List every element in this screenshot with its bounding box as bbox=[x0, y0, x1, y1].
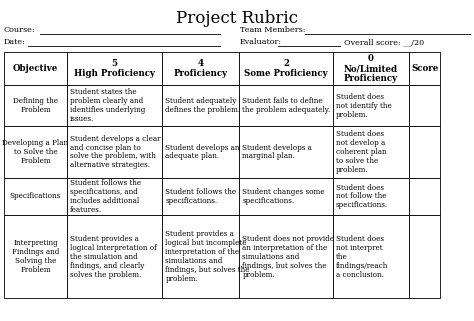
Bar bbox=[67, 126, 163, 178]
Text: Student adequately
defines the problem.: Student adequately defines the problem. bbox=[165, 97, 241, 114]
Bar bbox=[410, 52, 440, 85]
Text: Student develops an
adequate plan.: Student develops an adequate plan. bbox=[165, 143, 240, 160]
Text: Specifications: Specifications bbox=[10, 192, 61, 200]
Text: 4
Proficiency: 4 Proficiency bbox=[174, 59, 228, 78]
Bar bbox=[4, 178, 67, 215]
Bar bbox=[410, 126, 440, 178]
Bar bbox=[4, 52, 67, 85]
Text: 0
No/Limited
Proficiency: 0 No/Limited Proficiency bbox=[344, 54, 398, 83]
Bar bbox=[239, 215, 333, 299]
Bar bbox=[4, 126, 67, 178]
Bar bbox=[333, 85, 410, 126]
Bar bbox=[333, 52, 410, 85]
Bar bbox=[4, 85, 67, 126]
Bar bbox=[163, 178, 239, 215]
Bar bbox=[239, 85, 333, 126]
Text: Project Rubric: Project Rubric bbox=[176, 10, 298, 27]
Bar bbox=[333, 126, 410, 178]
Text: Student does
not identify the
problem.: Student does not identify the problem. bbox=[336, 93, 391, 118]
Bar bbox=[239, 126, 333, 178]
Text: Student does
not follow the
specifications.: Student does not follow the specificatio… bbox=[336, 184, 388, 209]
Text: Student follows the
specifications.: Student follows the specifications. bbox=[165, 188, 237, 205]
Text: Student develops a clear
and concise plan to
solve the problem, with
alternative: Student develops a clear and concise pla… bbox=[70, 135, 160, 169]
Text: Objective: Objective bbox=[13, 64, 58, 73]
Bar bbox=[410, 85, 440, 126]
Text: Student changes some
specifications.: Student changes some specifications. bbox=[242, 188, 325, 205]
Text: Date:: Date: bbox=[4, 38, 26, 46]
Bar bbox=[4, 215, 67, 299]
Text: 2
Some Proficiency: 2 Some Proficiency bbox=[244, 59, 328, 78]
Bar bbox=[67, 215, 163, 299]
Text: Student does
not develop a
coherent plan
to solve the
problem.: Student does not develop a coherent plan… bbox=[336, 130, 386, 174]
Text: Defining the
Problem: Defining the Problem bbox=[13, 97, 58, 114]
Text: Student states the
problem clearly and
identifies underlying
issues.: Student states the problem clearly and i… bbox=[70, 88, 146, 123]
Text: Overall score: __/20: Overall score: __/20 bbox=[344, 38, 424, 46]
Bar bbox=[67, 52, 163, 85]
Bar bbox=[163, 215, 239, 299]
Bar bbox=[410, 215, 440, 299]
Bar bbox=[163, 126, 239, 178]
Text: Student fails to define
the problem adequately.: Student fails to define the problem adeq… bbox=[242, 97, 330, 114]
Text: Student provides a
logical interpretation of
the simulation and
findings, and cl: Student provides a logical interpretatio… bbox=[70, 235, 157, 279]
Text: Student develops a
marginal plan.: Student develops a marginal plan. bbox=[242, 143, 312, 160]
Text: Evaluator:: Evaluator: bbox=[240, 38, 282, 46]
Text: Interpreting
Findings and
Solving the
Problem: Interpreting Findings and Solving the Pr… bbox=[12, 239, 59, 274]
Bar bbox=[410, 178, 440, 215]
Bar bbox=[67, 85, 163, 126]
Bar bbox=[239, 52, 333, 85]
Text: 5
High Proficiency: 5 High Proficiency bbox=[74, 59, 155, 78]
Bar bbox=[333, 178, 410, 215]
Text: Student provides a
logical but incomplete
interpretation of the
simulations and
: Student provides a logical but incomplet… bbox=[165, 230, 250, 283]
Text: Developing a Plan
to Solve the
Problem: Developing a Plan to Solve the Problem bbox=[2, 139, 69, 165]
Bar bbox=[239, 178, 333, 215]
Text: Team Members:: Team Members: bbox=[240, 26, 306, 34]
Text: Student does
not interpret
the
findings/reach
a conclusion.: Student does not interpret the findings/… bbox=[336, 235, 388, 279]
Text: Student follows the
specifications, and
includes additional
features.: Student follows the specifications, and … bbox=[70, 179, 141, 214]
Bar bbox=[333, 215, 410, 299]
Bar bbox=[67, 178, 163, 215]
Text: Score: Score bbox=[411, 64, 438, 73]
Bar bbox=[163, 85, 239, 126]
Bar bbox=[163, 52, 239, 85]
Text: Student does not provide
an interpretation of the
simulations and
findings, but : Student does not provide an interpretati… bbox=[242, 235, 334, 279]
Text: Course:: Course: bbox=[4, 26, 36, 34]
